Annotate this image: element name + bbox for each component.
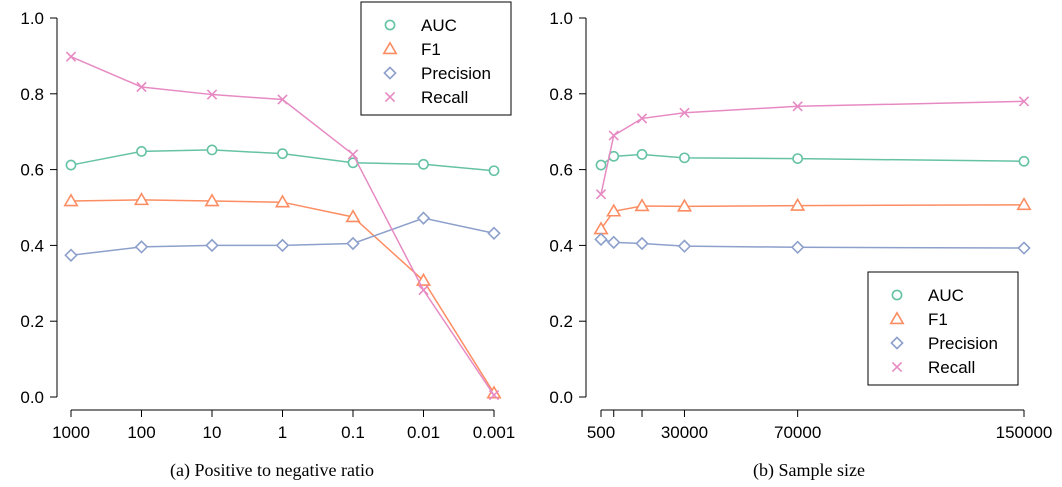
panel-a-f1-line (71, 200, 494, 393)
panel-a-x-tick-label: 0.1 (341, 423, 365, 442)
panel-b-sample-size: 0.0 0.2 0.4 0.6 0.8 1.0 500 30000 70000 150000 AUC… (549, 9, 1052, 442)
panel-a-series-f1 (65, 194, 500, 398)
panel-b-legend-label-auc: AUC (928, 286, 964, 305)
panel-b-f1-line (601, 205, 1024, 229)
panel-b-auc-point (793, 154, 802, 163)
panel-b-f1-point (1018, 199, 1030, 210)
panel-b-y-axis: 0.0 0.2 0.4 0.6 0.8 1.0 (549, 9, 586, 407)
panel-b-precision-point (608, 237, 619, 248)
panel-a-legend: AUC F1 Precision Recall (361, 2, 511, 115)
panel-a-x-tick-label: 10 (203, 423, 222, 442)
panel-a-auc-point (207, 145, 216, 154)
panel-b-x-tick-label: 30000 (661, 423, 708, 442)
panel-b-f1-point (636, 200, 648, 211)
panel-a-precision-point (347, 238, 358, 249)
panel-a-legend-label-recall: Recall (421, 88, 468, 107)
panel-b-auc-point (680, 153, 689, 162)
panel-b-precision-point (595, 234, 606, 245)
panel-a-y-tick-label: 0.4 (20, 236, 44, 255)
panel-a-legend-label-f1: F1 (421, 40, 441, 59)
panel-a-y-tick-label: 0.0 (20, 388, 44, 407)
panel-b-y-tick-label: 0.2 (549, 312, 573, 331)
panel-a-precision-point (206, 240, 217, 251)
panel-a-auc-point (66, 160, 75, 169)
panel-a-x-tick-label: 0.01 (407, 423, 440, 442)
panel-b-legend-label-f1: F1 (928, 310, 948, 329)
panel-a-legend-label-precision: Precision (421, 64, 491, 83)
panel-b-y-tick-label: 0.0 (549, 388, 573, 407)
panel-b-caption: (b) Sample size (753, 460, 865, 481)
panel-a-y-axis: 0.0 0.2 0.4 0.6 0.8 1.0 (20, 9, 57, 407)
panel-a-x-axis: 1000 100 10 1 0.1 0.01 0.001 (52, 410, 515, 442)
panel-b-precision-point (792, 242, 803, 253)
panel-b-recall-line (601, 101, 1024, 194)
panel-b-auc-point (637, 150, 646, 159)
panel-a-y-tick-label: 0.8 (20, 85, 44, 104)
panel-b-x-tick-label: 70000 (774, 423, 821, 442)
panel-b-y-tick-label: 1.0 (549, 9, 573, 28)
panel-a-recall-point (66, 52, 75, 61)
panel-a-precision-point (277, 240, 288, 251)
panel-a-precision-point (418, 213, 429, 224)
panel-b-precision-point (679, 241, 690, 252)
panel-b-series-f1 (595, 199, 1030, 234)
panel-b-precision-point (1018, 242, 1029, 253)
panel-b-precision-line (601, 239, 1024, 248)
panel-a-precision-point (488, 228, 499, 239)
panel-a-precision-point (136, 241, 147, 252)
panel-b-auc-point (1019, 157, 1028, 166)
panel-a-precision-point (65, 250, 76, 261)
panel-a-x-tick-label: 1000 (52, 423, 90, 442)
panel-b-precision-point (636, 238, 647, 249)
panel-b-y-tick-label: 0.8 (549, 85, 573, 104)
panel-a-y-tick-label: 1.0 (20, 9, 44, 28)
panel-a-f1-point (206, 195, 218, 206)
panel-a-recall-point (419, 286, 428, 295)
panel-b-y-tick-label: 0.6 (549, 161, 573, 180)
panel-b-x-tick-label: 500 (587, 423, 615, 442)
panel-a-y-tick-label: 0.2 (20, 312, 44, 331)
panel-b-legend-label-precision: Precision (928, 334, 998, 353)
panel-b-x-tick-label: 150000 (996, 423, 1053, 442)
panel-b-series-auc (596, 150, 1028, 170)
panel-b-series-precision (595, 234, 1029, 254)
panel-b-f1-point (791, 199, 803, 210)
panel-a-x-tick-label: 0.001 (473, 423, 516, 442)
panel-b-series-recall (596, 97, 1028, 199)
panel-a-auc-point (419, 160, 428, 169)
panel-b-y-tick-label: 0.4 (549, 236, 573, 255)
panel-a-series-precision (65, 213, 499, 261)
panel-a-auc-point (137, 147, 146, 156)
panel-a-caption: (a) Positive to negative ratio (170, 460, 374, 481)
panel-a-f1-point (65, 195, 77, 206)
panel-a-series-auc (66, 145, 498, 175)
panel-a-legend-label-auc: AUC (421, 16, 457, 35)
panel-a-x-tick-label: 1 (278, 423, 287, 442)
panel-a-ratio: 0.0 0.2 0.4 0.6 0.8 1.0 1000 100 10 1 0.1 0.01 0.001… (20, 2, 515, 442)
panel-a-auc-point (278, 149, 287, 158)
panel-b-legend-label-recall: Recall (928, 358, 975, 377)
panel-a-legend-marker-auc (385, 20, 394, 29)
panel-a-y-tick-label: 0.6 (20, 161, 44, 180)
panel-a-auc-point (489, 166, 498, 175)
panel-b-auc-line (601, 154, 1024, 165)
panel-b-f1-point (678, 200, 690, 211)
panel-b-legend-marker-auc (892, 290, 901, 299)
panel-a-f1-point (135, 194, 147, 205)
panel-b-x-axis: 500 30000 70000 150000 (587, 410, 1053, 442)
panel-b-f1-point (595, 223, 607, 234)
panel-a-x-tick-label: 100 (127, 423, 155, 442)
panel-b-auc-point (596, 160, 605, 169)
panel-b-legend: AUC F1 Precision Recall (868, 272, 1018, 385)
panel-a-f1-point (276, 196, 288, 207)
